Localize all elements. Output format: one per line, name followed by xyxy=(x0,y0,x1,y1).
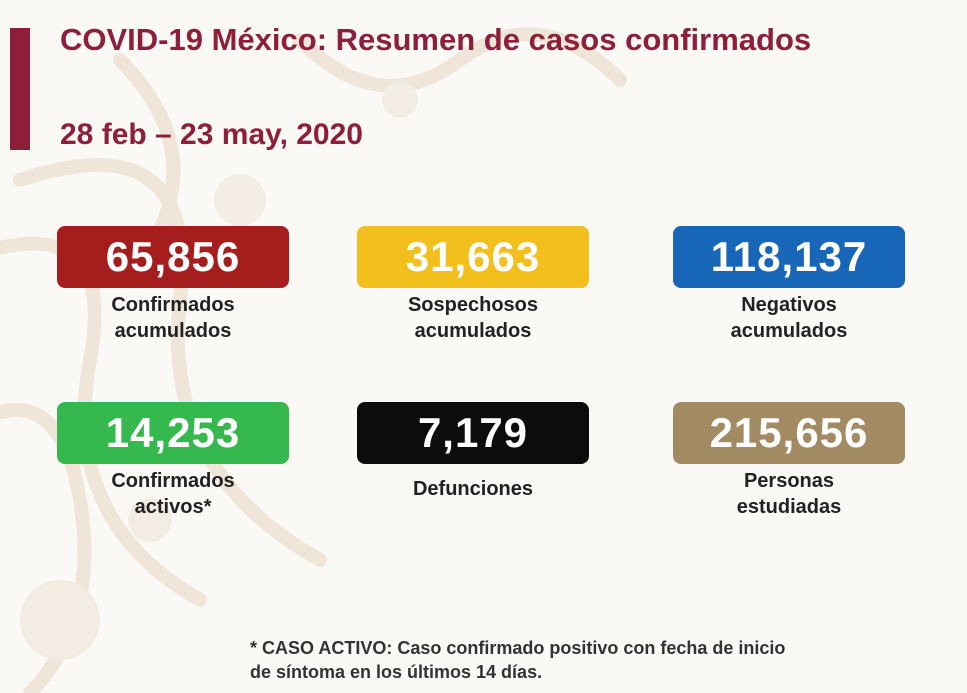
accent-bar xyxy=(10,28,30,150)
stat-label: Confirmados acumulados xyxy=(111,294,235,342)
stat-confirmados-acumulados: 65,856 Confirmados acumulados xyxy=(57,226,289,344)
stat-label: Defunciones xyxy=(412,478,534,500)
stat-value-box: 14,253 xyxy=(57,402,289,464)
stat-defunciones: 7,179 Defunciones xyxy=(357,402,589,502)
date-range: 28 feb – 23 may, 2020 xyxy=(60,118,363,151)
stat-value-box: 7,179 xyxy=(357,402,589,464)
stat-label: Confirmados activos* xyxy=(111,470,235,518)
stat-label: Sospechosos acumulados xyxy=(407,294,539,342)
stat-value-box: 118,137 xyxy=(673,226,905,288)
stat-label: Negativos acumulados xyxy=(730,294,848,342)
stat-confirmados-activos: 14,253 Confirmados activos* xyxy=(57,402,289,520)
footnote-caso-activo: * CASO ACTIVO: Caso confirmado positivo … xyxy=(250,638,786,682)
stat-sospechosos-acumulados: 31,663 Sospechosos acumulados xyxy=(357,226,589,344)
stat-value-box: 65,856 xyxy=(57,226,289,288)
stat-value-box: 31,663 xyxy=(357,226,589,288)
stat-negativos-acumulados: 118,137 Negativos acumulados xyxy=(673,226,905,344)
stat-personas-estudiadas: 215,656 Personas estudiadas xyxy=(673,402,905,520)
stat-label: Personas estudiadas xyxy=(736,470,842,518)
page-title: COVID-19 México: Resumen de casos confir… xyxy=(60,22,812,57)
stat-value-box: 215,656 xyxy=(673,402,905,464)
